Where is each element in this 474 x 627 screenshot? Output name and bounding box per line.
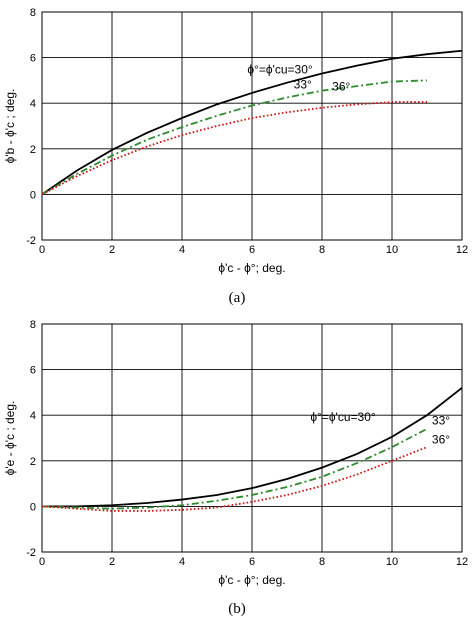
chart-b-x-tick-label: 10 <box>386 556 398 568</box>
chart-b-x-tick-label: 4 <box>179 556 185 568</box>
chart-panel-a: 0 2 4 6 8 10 12 -2 0 2 4 6 8 ϕ'c - ϕ°; deg. ϕ'b - ϕ'c … <box>0 0 474 305</box>
chart-a-y-tick-label: -2 <box>26 235 36 247</box>
chart-b-y-tick-label: 8 <box>30 319 36 331</box>
chart-a-x-tick-label: 4 <box>179 244 185 256</box>
chart-a-series-line-1 <box>41 49 463 196</box>
chart-a-y-tick-label: 2 <box>30 144 36 156</box>
chart-a-x-tick-label: 10 <box>386 244 398 256</box>
chart-a-y-tick-label: 6 <box>30 53 36 65</box>
chart-b-x-tick-label: 12 <box>456 556 468 568</box>
chart-b-series-label-3: 36° <box>432 433 450 447</box>
chart-b-x-tick-label: 2 <box>109 556 115 568</box>
chart-b-series-line-2 <box>41 428 428 510</box>
chart-b-y-tick-label: 4 <box>30 410 36 422</box>
chart-b-caption: (b) <box>228 601 246 617</box>
chart-b-y-tick-label: 6 <box>30 365 36 377</box>
chart-b-series-line-1 <box>42 387 463 508</box>
chart-b-x-axis-label: ϕ'c - ϕ°; deg. <box>218 573 285 587</box>
chart-a-y-tick-label: 8 <box>30 7 36 19</box>
chart-a-x-tick-label: 6 <box>249 244 255 256</box>
chart-a-caption: (a) <box>228 290 246 306</box>
chart-panel-b: 0 2 4 6 8 10 12 -2 0 2 4 6 8 ϕ'c - ϕ°; deg. ϕ'e - ϕ'c … <box>0 312 474 627</box>
chart-a-y-tick-label: 4 <box>30 98 36 110</box>
chart-b-x-tick-label: 0 <box>39 556 45 568</box>
chart-a-series-line-3 <box>41 101 427 196</box>
chart-a-x-tick-label: 8 <box>319 244 325 256</box>
chart-a-x-axis-label: ϕ'c - ϕ°; deg. <box>218 261 285 275</box>
chart-b-x-tick-label: 6 <box>249 556 255 568</box>
chart-a-series-line-2 <box>41 79 428 196</box>
chart-a-series-label-3: 36° <box>332 80 350 94</box>
chart-b-x-tick-label: 8 <box>319 556 325 568</box>
chart-b-y-tick-label: 2 <box>30 456 36 468</box>
chart-a-y-axis-label: ϕ'b - ϕ'c ; deg. <box>3 89 17 164</box>
chart-b-series-label-1: ϕ°=ϕ'cu=30° <box>310 410 376 424</box>
chart-a-x-tick-label: 0 <box>39 244 45 256</box>
chart-b-y-axis-label: ϕ'e - ϕ'c ; deg. <box>3 401 17 476</box>
chart-a-y-tick-label: 0 <box>30 189 36 201</box>
chart-b-series-label-2: 33° <box>432 413 450 427</box>
chart-b-y-tick-label: 0 <box>30 501 36 513</box>
chart-a-x-tick-label: 2 <box>109 244 115 256</box>
chart-a-series-label-1: ϕ°=ϕ'cu=30° <box>247 63 313 77</box>
chart-b-y-tick-label: -2 <box>26 547 36 559</box>
chart-a-x-tick-label: 12 <box>456 244 468 256</box>
chart-a-series-label-2: 33° <box>294 77 312 91</box>
